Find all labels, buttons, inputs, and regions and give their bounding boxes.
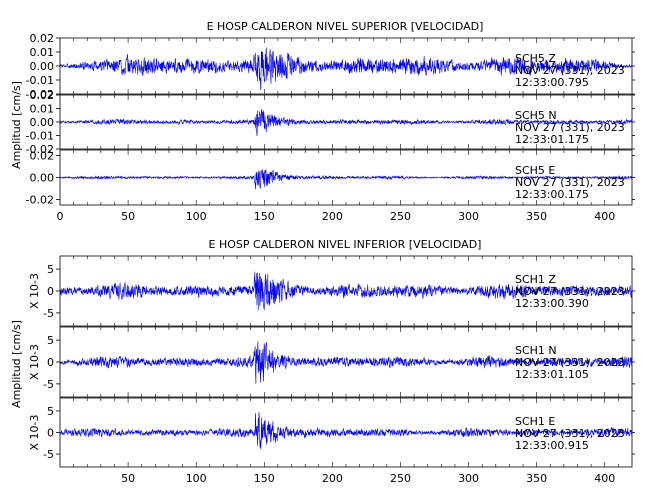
station-name: SCH5 E bbox=[515, 164, 555, 177]
station-time: 12:33:01.105 bbox=[515, 368, 589, 381]
y-tick-label: 0.00 bbox=[30, 172, 55, 185]
y-tick-label: -5 bbox=[43, 378, 54, 391]
scale-label: X 10-3 bbox=[28, 273, 41, 309]
y-tick-label: -0.01 bbox=[26, 74, 54, 87]
x-tick-label: 150 bbox=[254, 472, 275, 485]
x-tick-label: 400 bbox=[594, 210, 615, 223]
x-tick-label: 150 bbox=[254, 210, 275, 223]
y-tick-label: 0 bbox=[47, 285, 54, 298]
y-tick-label: 0.01 bbox=[30, 46, 55, 59]
y-tick-label: 0.02 bbox=[30, 89, 55, 102]
lower-ylabel: Amplitud [cm/s] bbox=[10, 320, 23, 408]
station-name: SCH1 E bbox=[515, 415, 555, 428]
x-tick-label: 250 bbox=[390, 210, 411, 223]
x-tick-label: 350 bbox=[526, 210, 547, 223]
station-name: SCH5 Z bbox=[515, 52, 556, 65]
y-tick-label: 0.01 bbox=[30, 103, 55, 116]
waveform-trace bbox=[59, 47, 633, 91]
station-date: NOV 27 (331), 2023 bbox=[515, 356, 625, 369]
upper-seismogram-group: E HOSP CALDERON NIVEL SUPERIOR [VELOCIDA… bbox=[10, 20, 635, 223]
x-tick-label: 350 bbox=[526, 472, 547, 485]
x-tick-label: 300 bbox=[458, 472, 479, 485]
station-name: SCH1 Z bbox=[515, 273, 556, 286]
waveform-trace bbox=[59, 341, 633, 384]
x-tick-label: 0 bbox=[57, 210, 64, 223]
waveform-trace bbox=[59, 411, 633, 450]
x-tick-label: 100 bbox=[186, 210, 207, 223]
waveform-trace bbox=[59, 109, 633, 136]
scale-label: X 10-3 bbox=[28, 344, 41, 380]
scale-label: X 10-3 bbox=[28, 415, 41, 451]
lower-title: E HOSP CALDERON NIVEL INFERIOR [VELOCIDA… bbox=[209, 238, 482, 251]
station-time: 12:33:00.795 bbox=[515, 76, 589, 89]
y-tick-label: 0.00 bbox=[30, 116, 55, 129]
station-date: NOV 27 (331), 2023 bbox=[515, 176, 625, 189]
y-tick-label: -5 bbox=[43, 307, 54, 320]
station-date: NOV 27 (331), 2023 bbox=[515, 64, 625, 77]
y-tick-label: 5 bbox=[47, 263, 54, 276]
x-tick-label: 50 bbox=[121, 472, 135, 485]
waveform-trace bbox=[59, 271, 633, 311]
x-tick-label: 400 bbox=[594, 472, 615, 485]
y-tick-label: -0.02 bbox=[26, 143, 54, 156]
station-time: 12:33:00.390 bbox=[515, 297, 589, 310]
x-tick-label: 300 bbox=[458, 210, 479, 223]
y-tick-label: 5 bbox=[47, 334, 54, 347]
station-time: 12:33:00.915 bbox=[515, 439, 589, 452]
x-tick-label: 100 bbox=[186, 472, 207, 485]
waveform-trace bbox=[59, 169, 633, 190]
station-name: SCH5 N bbox=[515, 109, 557, 122]
station-date: NOV 27 (331), 2023 bbox=[515, 427, 625, 440]
y-tick-label: 0 bbox=[47, 356, 54, 369]
y-tick-label: -5 bbox=[43, 448, 54, 461]
station-date: NOV 27 (331), 2023 bbox=[515, 121, 625, 134]
x-tick-label: 250 bbox=[390, 472, 411, 485]
upper-ylabel: Amplitud [cm/s] bbox=[10, 81, 23, 169]
lower-seismogram-group: E HOSP CALDERON NIVEL INFERIOR [VELOCIDA… bbox=[10, 238, 635, 485]
station-date: NOV 27 (331), 2023 bbox=[515, 285, 625, 298]
y-tick-label: -0.02 bbox=[26, 194, 54, 207]
y-tick-label: 5 bbox=[47, 405, 54, 418]
station-name: SCH1 N bbox=[515, 344, 557, 357]
y-tick-label: -0.01 bbox=[26, 130, 54, 143]
y-tick-label: -0.02 bbox=[26, 88, 54, 101]
x-tick-label: 200 bbox=[322, 210, 343, 223]
y-tick-label: 0.00 bbox=[30, 60, 55, 73]
y-tick-label: 0.02 bbox=[30, 32, 55, 45]
y-tick-label: 0.02 bbox=[30, 150, 55, 163]
x-tick-label: 50 bbox=[121, 210, 135, 223]
x-tick-label: 200 bbox=[322, 472, 343, 485]
y-tick-label: 0 bbox=[47, 427, 54, 440]
station-time: 12:33:00.175 bbox=[515, 188, 589, 201]
station-time: 12:33:01.175 bbox=[515, 133, 589, 146]
upper-title: E HOSP CALDERON NIVEL SUPERIOR [VELOCIDA… bbox=[207, 20, 484, 33]
